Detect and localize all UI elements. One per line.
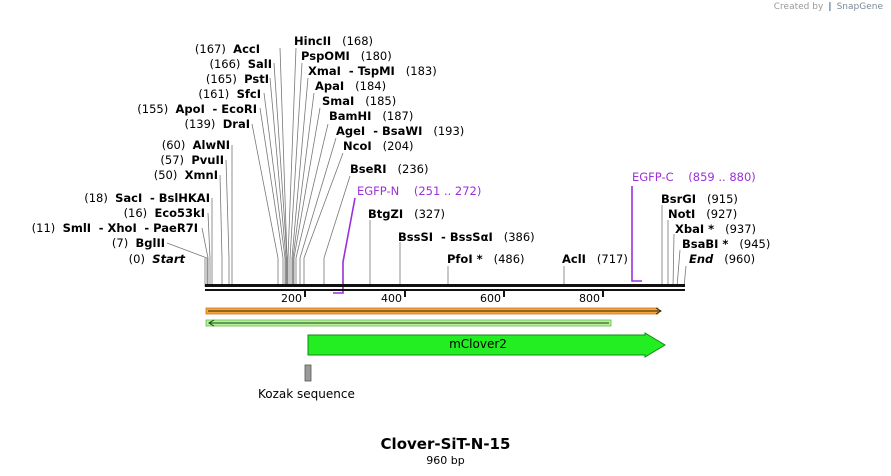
map-title: Clover-SiT-N-15	[380, 435, 511, 453]
orange-feature-arrow[interactable]	[205, 307, 662, 315]
primer-egfp-n-label[interactable]: EGFP-N (251 .. 272)	[357, 184, 482, 198]
kozak-feature[interactable]	[304, 364, 312, 382]
leader-acci	[279, 47, 288, 287]
mclover2-label: mClover2	[449, 337, 507, 351]
leader-xmni	[219, 174, 223, 287]
leader-hincii	[287, 47, 297, 287]
site-bsabi[interactable]: BsaBI * (945)	[682, 237, 771, 251]
ruler-label-400: 400	[381, 292, 402, 305]
site-smli[interactable]: (11) SmlI - XhoI - PaeR7I	[31, 221, 198, 235]
leader-pvuii	[225, 159, 230, 287]
site-pvuii[interactable]: (57) PvuII	[160, 153, 224, 167]
site-pspomi[interactable]: PspOMI (180)	[301, 49, 392, 63]
leader-pspomi	[289, 62, 303, 287]
leader-agei	[299, 137, 337, 287]
ruler-label-800: 800	[579, 292, 600, 305]
site-hincii[interactable]: HincII (168)	[294, 34, 374, 48]
site-xmni[interactable]: (50) XmnI	[153, 168, 218, 182]
leader-sali	[273, 62, 288, 287]
site-agei[interactable]: AgeI - BsaWI (193)	[336, 124, 465, 138]
leader-bseri	[323, 175, 351, 287]
leader-smli	[201, 227, 209, 287]
leader-psti	[269, 77, 287, 287]
site-saci[interactable]: (18) SacI - BslHKAI	[84, 191, 210, 205]
site-sfci[interactable]: (161) SfcI	[198, 87, 261, 101]
snapgene-credit: Created by ❙ SnapGene	[774, 2, 883, 12]
leader-apoi	[259, 107, 284, 287]
leader-end	[683, 265, 687, 288]
leader-bglii	[166, 242, 208, 287]
ruler-label-600: 600	[480, 292, 501, 305]
leader-drai	[251, 123, 279, 287]
credit-brand: SnapGene	[836, 2, 883, 12]
site-acli[interactable]: AclI (717)	[562, 252, 628, 266]
site-ncoi[interactable]: NcoI (204)	[343, 139, 414, 153]
primer-egfp-c[interactable]	[631, 186, 642, 282]
sequence-top-strand	[205, 284, 685, 287]
site-pfoi[interactable]: PfoI * (486)	[447, 252, 525, 266]
leader-lines	[166, 47, 687, 288]
site-end[interactable]: End (960)	[689, 252, 756, 266]
site-acci[interactable]: (167) AccI	[194, 42, 260, 56]
primer-egfp-c-label[interactable]: EGFP-C (859 .. 880)	[632, 170, 756, 184]
leader-xbai	[672, 233, 675, 288]
green-feature-arrow[interactable]	[205, 319, 612, 327]
site-bamhi[interactable]: BamHI (187)	[329, 109, 414, 123]
leader-bamhi	[295, 123, 329, 287]
leader-apai	[292, 92, 315, 287]
site-apoi[interactable]: (155) ApoI - EcoRI	[137, 102, 257, 116]
site-bsrgi[interactable]: BsrGI (915)	[661, 192, 738, 206]
snapgene-logo-icon: ❙	[826, 2, 834, 12]
leader-bsabi	[676, 249, 681, 288]
site-eco53ki[interactable]: (16) Eco53kI	[123, 206, 205, 220]
site-smai[interactable]: SmaI (185)	[322, 94, 397, 108]
kozak-label: Kozak sequence	[258, 387, 355, 401]
leader-ncoi	[303, 152, 344, 287]
site-alwni[interactable]: (60) AlwNI	[161, 138, 230, 152]
sequence-bottom-strand	[205, 289, 685, 291]
site-apai[interactable]: ApaI (184)	[315, 79, 387, 93]
site-drai[interactable]: (139) DraI	[184, 117, 250, 131]
site-noti[interactable]: NotI (927)	[668, 207, 738, 221]
ruler	[304, 289, 604, 297]
map-length: 960 bp	[426, 454, 465, 467]
credit-prefix: Created by	[773, 2, 824, 12]
site-sali[interactable]: (166) SalI	[209, 57, 272, 71]
leader-eco53ki	[207, 212, 211, 287]
leader-xmai	[291, 77, 309, 287]
site-start[interactable]: (0) Start	[128, 252, 185, 266]
site-bsssi[interactable]: BssSI - BssSαI (386)	[398, 230, 535, 244]
leader-sfci	[263, 92, 286, 287]
site-bseri[interactable]: BseRI (236)	[350, 162, 429, 176]
mclover2-feature[interactable]	[307, 332, 666, 358]
primer-egfp-n[interactable]	[333, 197, 356, 294]
ruler-label-200: 200	[281, 292, 302, 305]
site-xbai[interactable]: XbaI * (937)	[675, 222, 757, 236]
site-xmai[interactable]: XmaI - TspMI (183)	[308, 64, 437, 78]
leader-smai	[293, 107, 321, 287]
site-psti[interactable]: (165) PstI	[205, 72, 269, 86]
site-bglii[interactable]: (7) BglII	[111, 236, 165, 250]
site-btgzi[interactable]: BtgZI (327)	[368, 207, 446, 221]
